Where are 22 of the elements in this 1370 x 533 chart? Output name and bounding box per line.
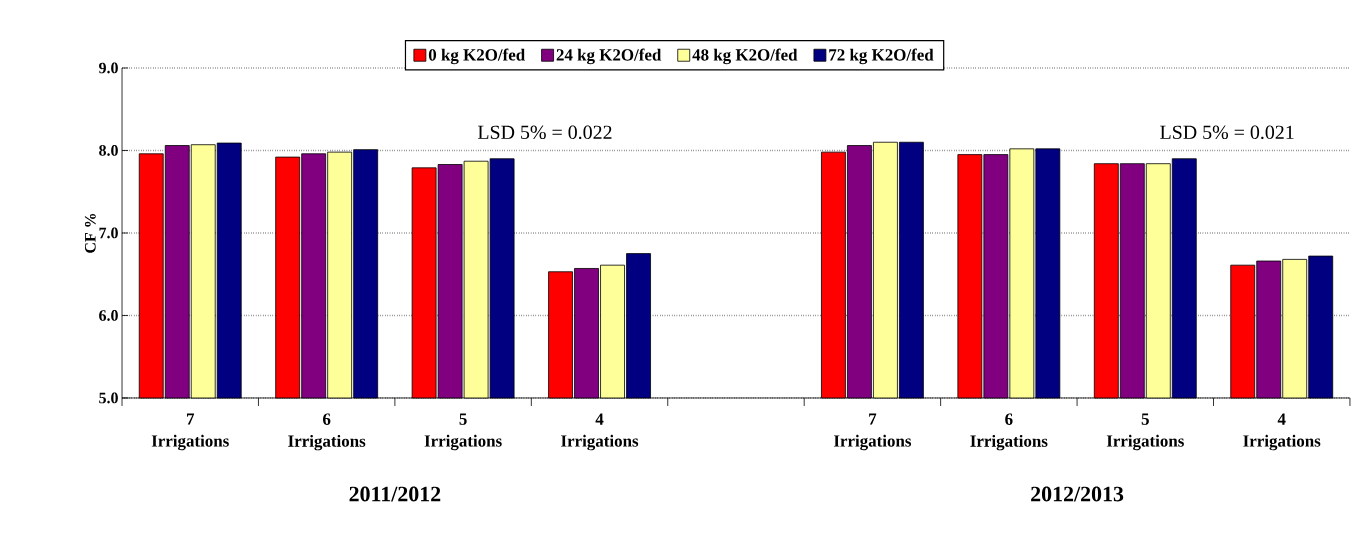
x-tick-label: 6 Irrigations — [970, 413, 1048, 451]
text: 2011/2012 — [349, 486, 441, 502]
annotation: LSD 5% = 0.021 — [1160, 125, 1294, 140]
legend-label: 48 kg K2O/fed — [692, 48, 798, 65]
y-tick-label: 7.0 — [99, 227, 118, 239]
legend-label: 0 kg K2O/fed — [428, 48, 525, 65]
annotation: LSD 5% = 0.022 — [477, 125, 612, 140]
text: 2012/2013 — [1031, 486, 1124, 502]
y-axis-title: CF % — [84, 213, 96, 253]
legend-label: 72 kg K2O/fed — [829, 48, 934, 65]
x-tick-label: 5 Irrigations — [424, 413, 502, 451]
x-tick-label: 7 Irrigations — [151, 413, 229, 451]
legend-label: 24 kg K2O/fed — [556, 48, 662, 65]
x-tick-label: 4 Irrigations — [1243, 413, 1321, 451]
x-tick-label: 6 Irrigations — [288, 413, 366, 451]
x-tick-label: 4 Irrigations — [561, 413, 639, 451]
x-tick-label: 5 Irrigations — [1106, 413, 1184, 451]
y-tick-label: 6.0 — [99, 310, 118, 321]
y-tick-label: 8.0 — [99, 145, 118, 156]
x-tick-label: 7 Irrigations — [833, 413, 912, 451]
y-tick-label: 9.0 — [99, 62, 118, 74]
y-tick-label: 5.0 — [99, 392, 118, 404]
